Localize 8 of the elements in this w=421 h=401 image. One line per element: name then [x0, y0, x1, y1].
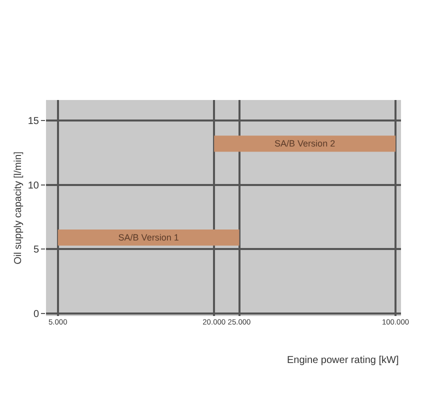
- series-label: SA/B Version 1: [118, 232, 179, 243]
- y-tick-label: 0: [33, 308, 40, 320]
- x-axis-title: Engine power rating [kW]: [287, 355, 399, 366]
- y-tick-label: 10: [28, 180, 40, 192]
- series-label: SA/B Version 2: [274, 138, 336, 149]
- y-tick-label: 5: [33, 244, 40, 256]
- y-tick-label: 15: [28, 116, 40, 128]
- y-axis-title: Oil supply capacity [l/min]: [12, 151, 24, 264]
